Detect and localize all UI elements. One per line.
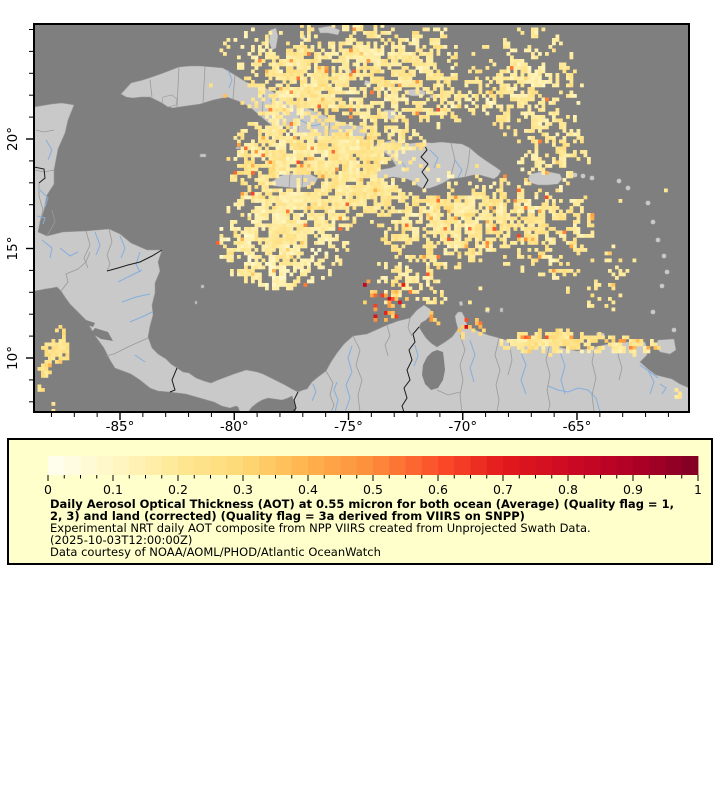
colorbar-tick-label: 1 <box>694 482 702 497</box>
aot-data-layer <box>37 24 682 412</box>
map-axes: -85° -80° -75° -70° -65° 20° 15° 10° <box>5 29 669 435</box>
colorbar-tick-label: 0.2 <box>168 482 188 497</box>
colorbar-tick-label: 0.4 <box>298 482 318 497</box>
legend-courtesy: Data courtesy of NOAA/AOML/PHOD/Atlantic… <box>50 544 381 559</box>
admin-borders <box>34 65 623 412</box>
colorbar-tick-label: 0.8 <box>558 482 578 497</box>
legend-timestamp: (2025-10-03T12:00:00Z) <box>50 532 193 547</box>
country-borders <box>34 141 429 412</box>
y-axis-tick-label: 15° <box>5 237 21 261</box>
rivers <box>36 69 667 412</box>
colorbar-tick-label: 0.6 <box>428 482 448 497</box>
legend-panel: 0 0.1 0.2 0.3 0.4 0.5 0.6 0.7 0.8 0.9 1 Daily Aero… <box>7 438 713 565</box>
colorbar-tick-label: 0.1 <box>103 482 123 497</box>
legend-title-line2: 2, 3) and land (corrected) (Quality flag… <box>50 508 525 523</box>
y-axis-tick-label: 10° <box>5 346 21 370</box>
x-axis-tick-label: -75° <box>334 419 363 435</box>
x-axis-tick-label: -80° <box>220 419 249 435</box>
x-axis-tick-label: -70° <box>448 419 477 435</box>
aot-map: -85° -80° -75° -70° -65° 20° 15° 10° <box>5 23 690 435</box>
legend-title-line1: Daily Aerosol Optical Thickness (AOT) at… <box>50 497 674 511</box>
legend-text-block: Daily Aerosol Optical Thickness (AOT) at… <box>50 497 700 559</box>
y-axis-tick-label: 20° <box>5 127 21 151</box>
x-axis-tick-label: -65° <box>563 419 592 435</box>
legend-subtitle: Experimental NRT daily AOT composite fro… <box>50 520 591 535</box>
colorbar-tick-label: 0 <box>44 482 52 497</box>
colorbar-tick-label: 0.3 <box>233 482 253 497</box>
x-axis-tick-label: -85° <box>106 419 135 435</box>
colorbar-tick-label: 0.7 <box>493 482 513 497</box>
colorbar-tick-label: 0.5 <box>363 482 383 497</box>
colorbar-tick-label: 0.9 <box>623 482 643 497</box>
colorbar: 0 0.1 0.2 0.3 0.4 0.5 0.6 0.7 0.8 0.9 1 <box>44 456 702 497</box>
lakes <box>85 320 445 390</box>
map-frame <box>33 23 690 413</box>
